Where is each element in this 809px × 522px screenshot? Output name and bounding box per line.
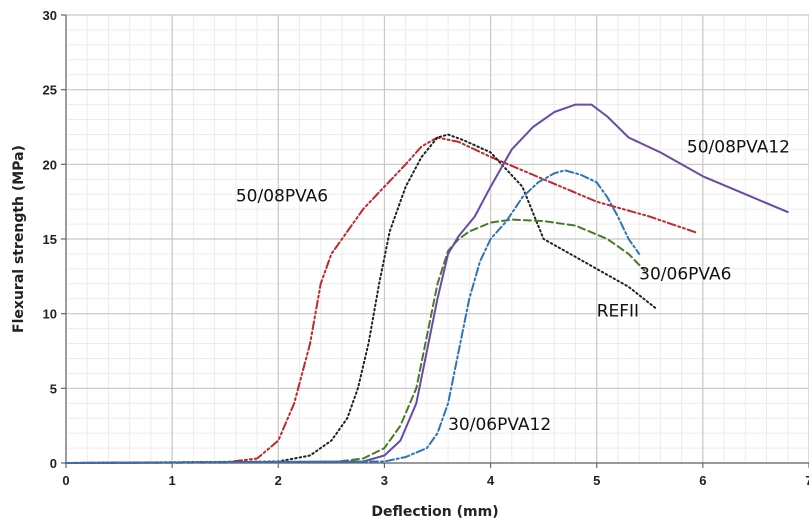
series-line-50-08pva6 bbox=[65, 136, 699, 464]
y-tick-label: 0 bbox=[50, 456, 57, 471]
x-tick-label: 4 bbox=[487, 473, 495, 488]
series-label: 30/06PVA6 bbox=[639, 264, 731, 284]
y-tick-label: 15 bbox=[43, 232, 57, 247]
x-tick-label: 0 bbox=[62, 473, 69, 488]
series-label: 50/08PVA6 bbox=[236, 187, 328, 207]
x-tick-label: 2 bbox=[275, 473, 282, 488]
x-tick-label: 7 bbox=[805, 473, 809, 488]
series-label: 50/08PVA12 bbox=[687, 137, 790, 157]
y-axis-title: Flexural strength (MPa) bbox=[11, 145, 27, 333]
x-tick-label: 3 bbox=[381, 473, 388, 488]
x-tick-label: 5 bbox=[593, 473, 600, 488]
series-lines bbox=[65, 103, 789, 464]
series-line-50-08pva12 bbox=[65, 103, 789, 464]
y-tick-label: 5 bbox=[50, 381, 57, 396]
y-tick-label: 20 bbox=[43, 157, 57, 172]
x-tick-label: 6 bbox=[699, 473, 706, 488]
tick-labels: 0 1 2 3 4 5 6 7 0 5 10 15 20 25 30 bbox=[43, 8, 809, 488]
series-line-30-06pva6 bbox=[65, 218, 646, 464]
y-tick-label: 30 bbox=[43, 8, 57, 23]
major-gridlines bbox=[65, 14, 809, 464]
series-line-30-06pva12 bbox=[65, 169, 641, 464]
y-tick-label: 10 bbox=[43, 307, 57, 322]
series-label: 30/06PVA12 bbox=[448, 415, 551, 435]
x-axis-title: Deflection (mm) bbox=[371, 504, 498, 520]
series-line-refii bbox=[65, 133, 657, 464]
x-tick-label: 1 bbox=[169, 473, 176, 488]
series-label: REFII bbox=[597, 302, 639, 322]
axes bbox=[61, 14, 809, 468]
y-tick-label: 25 bbox=[43, 83, 57, 98]
